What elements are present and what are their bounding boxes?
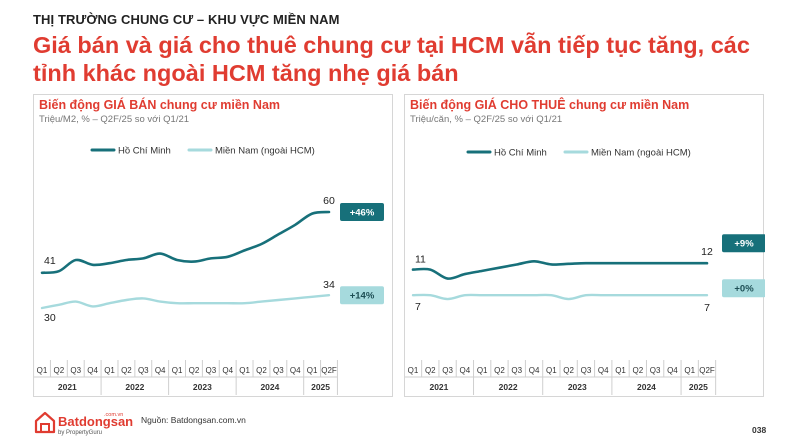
change-badge-label: +9%	[734, 239, 754, 250]
page-headline: Giá bán và giá cho thuê chung cư tại HCM…	[33, 32, 750, 86]
x-tick-label: Q4	[598, 366, 609, 375]
x-tick-label: Q4	[667, 366, 678, 375]
year-label: 2022	[125, 382, 144, 392]
batdongsan-logo: Batdongsan .com.vn by PropertyGuru	[34, 411, 133, 436]
x-tick-label: Q4	[155, 366, 166, 375]
chart-title: Biến động GIÁ BÁN chung cư miền Nam	[39, 98, 281, 112]
x-tick-label: Q1	[37, 366, 48, 375]
rent-price-chart: Hồ Chí Minh Miền Nam (ngoài HCM) 11 12 +9% 7 7…	[405, 148, 765, 395]
x-tick-label: Q1	[615, 366, 626, 375]
legend-label: Hồ Chí Minh	[118, 146, 171, 157]
chart-subtitle: Triệu/căn, % – Q2F/25 so với Q1/21	[410, 114, 563, 125]
change-badge	[340, 286, 384, 305]
x-tick-label: Q4	[460, 366, 471, 375]
change-badge	[722, 279, 765, 298]
end-value-label: 60	[323, 195, 335, 207]
change-badge-label: +0%	[734, 284, 754, 295]
legend-label: Hồ Chí Minh	[494, 148, 547, 159]
end-value-label: 7	[704, 302, 710, 314]
start-value-label: 7	[415, 301, 421, 313]
end-value-label: 34	[323, 279, 335, 291]
end-value-label: 12	[701, 246, 713, 258]
year-label: 2025	[689, 382, 708, 392]
year-label: 2024	[260, 382, 279, 392]
x-tick-label: Q2F	[699, 366, 715, 375]
sale-price-chart: Hồ Chí Minh Miền Nam (ngoài HCM) 41 60 +46% 3…	[34, 146, 384, 395]
x-tick-label: Q4	[529, 366, 540, 375]
house-logo-icon	[34, 411, 56, 434]
x-tick-label: Q2	[425, 366, 436, 375]
x-tick-label: Q1	[172, 366, 183, 375]
x-tick-label: Q1	[684, 366, 695, 375]
chart-title: Biến động GIÁ CHO THUÊ chung cư miền Nam	[410, 98, 690, 112]
x-tick-label: Q4	[290, 366, 301, 375]
x-tick-label: Q3	[138, 366, 149, 375]
change-badge	[722, 234, 765, 253]
x-tick-label: Q3	[650, 366, 661, 375]
series-line-hcm	[40, 210, 331, 275]
x-tick-label: Q1	[307, 366, 318, 375]
x-tick-label: Q3	[205, 366, 216, 375]
x-tick-label: Q3	[442, 366, 453, 375]
x-tick-label: Q2	[121, 366, 132, 375]
start-value-label: 41	[44, 255, 56, 267]
x-tick-label: Q3	[273, 366, 284, 375]
series-line-south	[411, 293, 709, 301]
sale-price-chart-panel: Hồ Chí Minh Miền Nam (ngoài HCM) 41 60 +46% 3…	[33, 94, 393, 397]
x-tick-label: Q2	[256, 366, 267, 375]
x-tick-label: Q1	[104, 366, 115, 375]
x-tick-label: Q2	[632, 366, 643, 375]
logo-brand: Batdongsan	[58, 414, 133, 429]
x-tick-label: Q2	[54, 366, 65, 375]
start-value-label: 30	[44, 312, 56, 324]
year-label: 2023	[568, 382, 587, 392]
x-tick-label: Q1	[408, 366, 419, 375]
year-label: 2021	[429, 382, 448, 392]
x-tick-label: Q3	[581, 366, 592, 375]
x-tick-label: Q2	[189, 366, 200, 375]
x-tick-label: Q3	[511, 366, 522, 375]
x-tick-label: Q1	[477, 366, 488, 375]
series-line-hcm	[411, 259, 709, 280]
x-tick-label: Q4	[87, 366, 98, 375]
x-tick-label: Q1	[239, 366, 250, 375]
x-tick-label: Q2F	[321, 366, 337, 375]
x-tick-label: Q2	[494, 366, 505, 375]
change-badge	[340, 203, 384, 221]
year-label: 2023	[193, 382, 212, 392]
legend-label: Miền Nam (ngoài HCM)	[591, 148, 691, 159]
rent-price-chart-panel: Hồ Chí Minh Miền Nam (ngoài HCM) 11 12 +9% 7 7…	[404, 94, 765, 397]
year-label: 2024	[637, 382, 656, 392]
logo-subtitle: by PropertyGuru	[58, 430, 102, 436]
series-line-south	[40, 294, 331, 310]
year-label: 2025	[311, 382, 330, 392]
start-value-label: 11	[415, 254, 426, 266]
x-tick-label: Q1	[546, 366, 557, 375]
year-label: 2021	[58, 382, 77, 392]
page-number: 038	[752, 425, 767, 435]
x-tick-label: Q3	[70, 366, 81, 375]
year-label: 2022	[499, 382, 518, 392]
source-note: Nguồn: Batdongsan.com.vn	[141, 415, 246, 425]
logo-domain: .com.vn	[104, 412, 123, 418]
change-badge-label: +14%	[350, 291, 375, 302]
change-badge-label: +46%	[350, 208, 375, 219]
x-tick-label: Q2	[563, 366, 574, 375]
legend-label: Miền Nam (ngoài HCM)	[215, 146, 315, 157]
x-tick-label: Q4	[222, 366, 233, 375]
chart-subtitle: Triệu/M2, % – Q2F/25 so với Q1/21	[39, 114, 190, 125]
section-kicker: THỊ TRƯỜNG CHUNG CƯ – KHU VỰC MIỀN NAM	[33, 12, 340, 27]
